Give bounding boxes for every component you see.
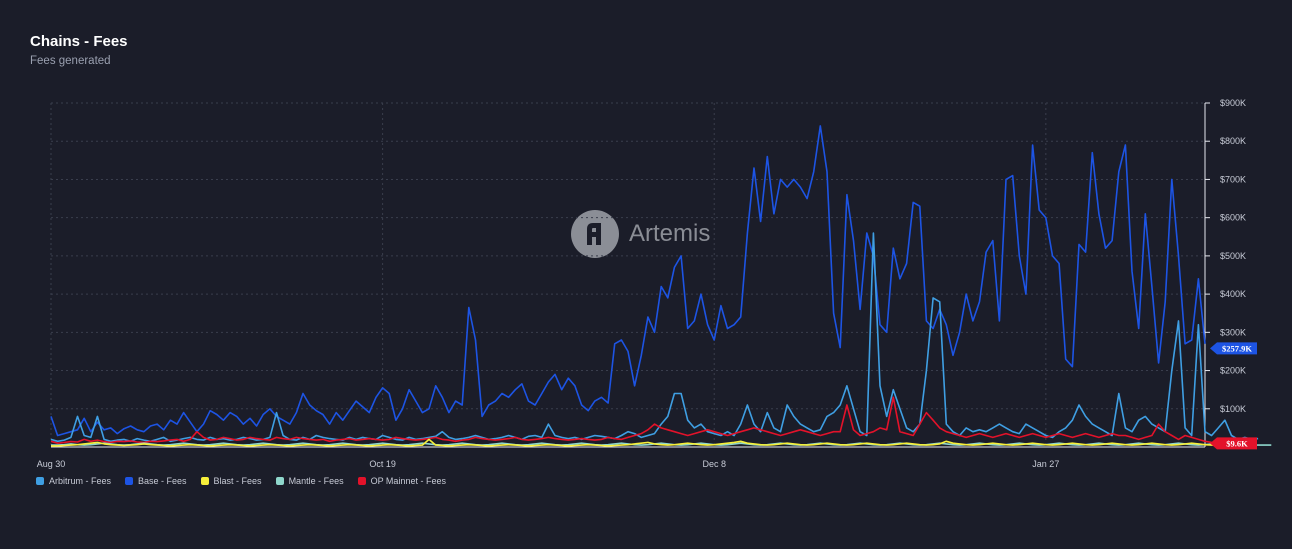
last-value-label-base: $257.9K xyxy=(1210,342,1257,355)
legend-label: Base - Fees xyxy=(138,476,187,486)
legend-label: Arbitrum - Fees xyxy=(49,476,112,486)
legend-swatch xyxy=(125,477,134,485)
legend-item[interactable]: Mantle - Fees xyxy=(275,476,344,486)
legend-item[interactable]: Blast - Fees xyxy=(200,476,262,486)
series-line-arbitrum xyxy=(50,232,1259,443)
legend-label: OP Mainnet - Fees xyxy=(370,476,446,486)
x-tick-label: Dec 8 xyxy=(702,459,726,469)
y-tick-label: $500K xyxy=(1220,251,1246,261)
y-tick-label: $200K xyxy=(1220,366,1246,376)
chart-title: Chains - Fees xyxy=(30,33,128,50)
legend-label: Mantle - Fees xyxy=(288,476,344,486)
chart-legend: Arbitrum - Fees Base - Fees Blast - Fees Ma… xyxy=(36,476,446,486)
series-line-base xyxy=(50,125,1206,437)
series-line-op-mainnet xyxy=(50,396,1239,445)
y-tick-label: $700K xyxy=(1220,174,1246,184)
last-value-badge xyxy=(1210,437,1257,450)
legend-item[interactable]: OP Mainnet - Fees xyxy=(357,476,446,486)
chart-subtitle: Fees generated xyxy=(30,55,111,67)
last-value-label-op-mainnet: $9.6K xyxy=(1210,437,1257,450)
x-tick-label: Aug 30 xyxy=(37,459,66,469)
x-tick-label: Oct 19 xyxy=(369,459,396,469)
y-tick-label: $300K xyxy=(1220,327,1246,337)
series-line-blast xyxy=(51,438,1245,447)
y-tick-label: $900K xyxy=(1220,98,1246,108)
x-tick-label: Jan 27 xyxy=(1032,459,1059,469)
y-tick-label: $800K xyxy=(1220,136,1246,146)
y-tick-label: $400K xyxy=(1220,289,1246,299)
artemis-watermark-text: Artemis xyxy=(629,220,711,247)
legend-label: Blast - Fees xyxy=(213,476,262,486)
y-tick-label: $600K xyxy=(1220,213,1246,223)
last-value-badge xyxy=(1210,342,1257,355)
legend-item[interactable]: Arbitrum - Fees xyxy=(36,476,111,486)
legend-item[interactable]: Base - Fees xyxy=(125,476,187,486)
legend-swatch xyxy=(36,477,44,485)
last-value-text: $9.6K xyxy=(1226,438,1248,448)
legend-swatch xyxy=(275,477,284,485)
legend-swatch xyxy=(357,477,366,485)
y-tick-label: $100K xyxy=(1220,404,1246,414)
legend-swatch xyxy=(200,477,209,485)
last-value-text: $257.9K xyxy=(1222,343,1252,353)
